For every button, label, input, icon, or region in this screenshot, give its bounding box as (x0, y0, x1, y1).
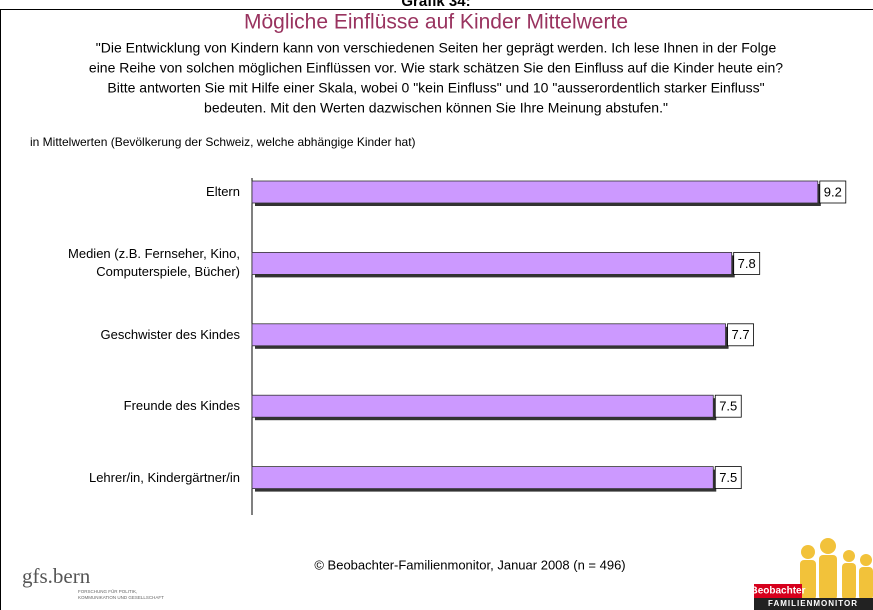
value-label: 7.8 (738, 256, 756, 271)
subtitle-line: bedeuten. Mit den Werten dazwischen könn… (204, 100, 668, 116)
axis-note: in Mittelwerten (Bevölkerung der Schweiz… (30, 135, 416, 149)
logo-right-tagline: FAMILIENMONITOR (768, 599, 858, 608)
logo-left-tagline: FORSCHUNG FÜR POLITIK, (78, 588, 137, 594)
subtitle-line: Bitte antworten Sie mit Hilfe einer Skal… (107, 80, 764, 96)
value-label-box (714, 394, 742, 418)
chart-title: Mögliche Einflüsse auf Kinder Mittelwert… (244, 11, 628, 34)
category-label: Lehrer/in, Kindergärtner/in (88, 469, 240, 485)
logo-right-figures (800, 538, 873, 600)
value-label: 7.5 (719, 470, 737, 485)
bar (251, 180, 819, 204)
value-label: 9.2 (824, 184, 842, 199)
subtitle-line: "Die Entwicklung von Kindern kann von ve… (96, 40, 777, 56)
logo-right: Beobachter (750, 586, 805, 597)
logo-left: gfs.bern (22, 564, 91, 588)
value-label-box (819, 180, 847, 204)
category-label: Medien (z.B. Fernseher, Kino, Computersp… (68, 246, 240, 280)
category-label: Eltern (206, 184, 240, 199)
frame (0, 9, 873, 610)
value-label-box (727, 323, 754, 347)
value-label-box (714, 466, 742, 490)
logo-right-box (754, 584, 802, 598)
value-label: 7.7 (732, 327, 750, 342)
logo-right-band (754, 598, 873, 610)
bar (251, 323, 726, 347)
header: Grafik 34: (401, 0, 470, 10)
bar (251, 466, 714, 490)
bar (251, 251, 733, 275)
value-label: 7.5 (719, 399, 737, 414)
source: © Beobachter-Familienmonitor, Januar 200… (314, 557, 625, 572)
logo-left-tagline: KOMMUNIKATION UND GESELLSCHAFT (78, 595, 164, 600)
category-label: Freunde des Kindes (123, 398, 240, 414)
bar (251, 394, 714, 418)
category-label: Geschwister des Kindes (100, 326, 240, 342)
value-label-box (733, 251, 761, 275)
subtitle-line: eine Reihe von solchen möglichen Einflüs… (89, 60, 783, 76)
